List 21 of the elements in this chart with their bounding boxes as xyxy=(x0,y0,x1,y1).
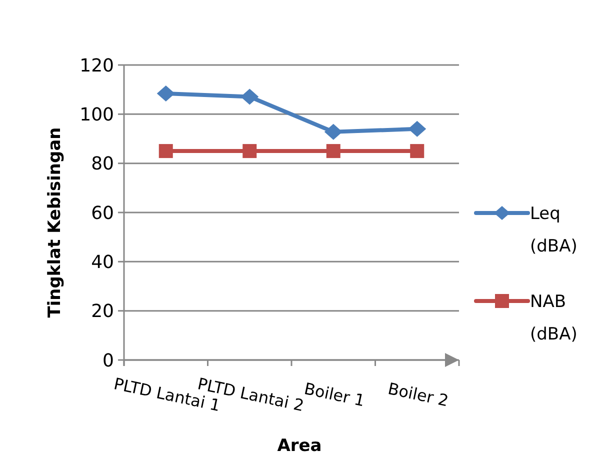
y-axis-title: Tingklat Kebisingan xyxy=(45,127,65,318)
x-tick-label: Boiler 2 xyxy=(386,378,450,410)
legend-label: Leq (dBA) xyxy=(530,204,578,256)
x-tick-label: Boiler 1 xyxy=(302,378,366,410)
point xyxy=(408,120,426,137)
point xyxy=(158,144,173,158)
point xyxy=(240,88,259,105)
point xyxy=(156,86,175,102)
x-axis-title: Area xyxy=(277,436,322,456)
point xyxy=(324,124,342,140)
y-tick-label: 120 xyxy=(80,55,114,76)
point xyxy=(410,144,424,158)
point xyxy=(242,144,257,158)
legend-label: NAB (dBA) xyxy=(530,292,578,344)
y-tick-label: 40 xyxy=(91,252,114,273)
y-tick-label: 60 xyxy=(91,202,114,224)
y-tick-label: 0 xyxy=(102,350,114,372)
y-tick-label: 100 xyxy=(80,104,114,126)
y-tick-label: 20 xyxy=(91,301,114,322)
y-tick-label: 80 xyxy=(91,154,114,175)
point xyxy=(326,144,340,158)
